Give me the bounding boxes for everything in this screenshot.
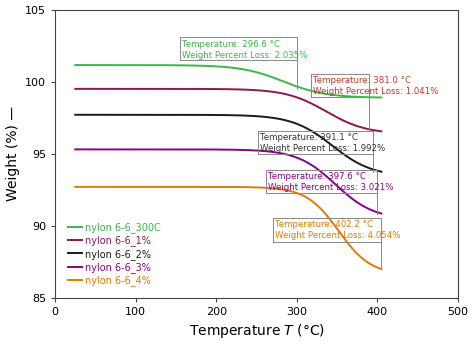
Text: Temperature: 381.0 °C
Weight Percent Loss: 1.041%: Temperature: 381.0 °C Weight Percent Los… [313, 75, 438, 96]
Text: Temperature: 296.6 °C
Weight Percent Loss: 2.035%: Temperature: 296.6 °C Weight Percent Los… [182, 39, 307, 60]
Text: Temperature: 397.6 °C
Weight Percent Loss: 3.021%: Temperature: 397.6 °C Weight Percent Los… [268, 172, 393, 192]
X-axis label: Temperature $T$ (°C): Temperature $T$ (°C) [189, 322, 325, 340]
Text: Temperature: 402.2 °C
Weight Percent Loss: 4.054%: Temperature: 402.2 °C Weight Percent Los… [275, 220, 401, 240]
Legend: nylon 6-6_300C, nylon 6-6_1%, nylon 6-6_2%, nylon 6-6_3%, nylon 6-6_4%: nylon 6-6_300C, nylon 6-6_1%, nylon 6-6_… [64, 218, 165, 290]
Y-axis label: Weight (%) —: Weight (%) — [6, 106, 19, 201]
Text: Temperature: 391.1 °C
Weight Percent Loss: 1.992%: Temperature: 391.1 °C Weight Percent Los… [260, 133, 385, 153]
